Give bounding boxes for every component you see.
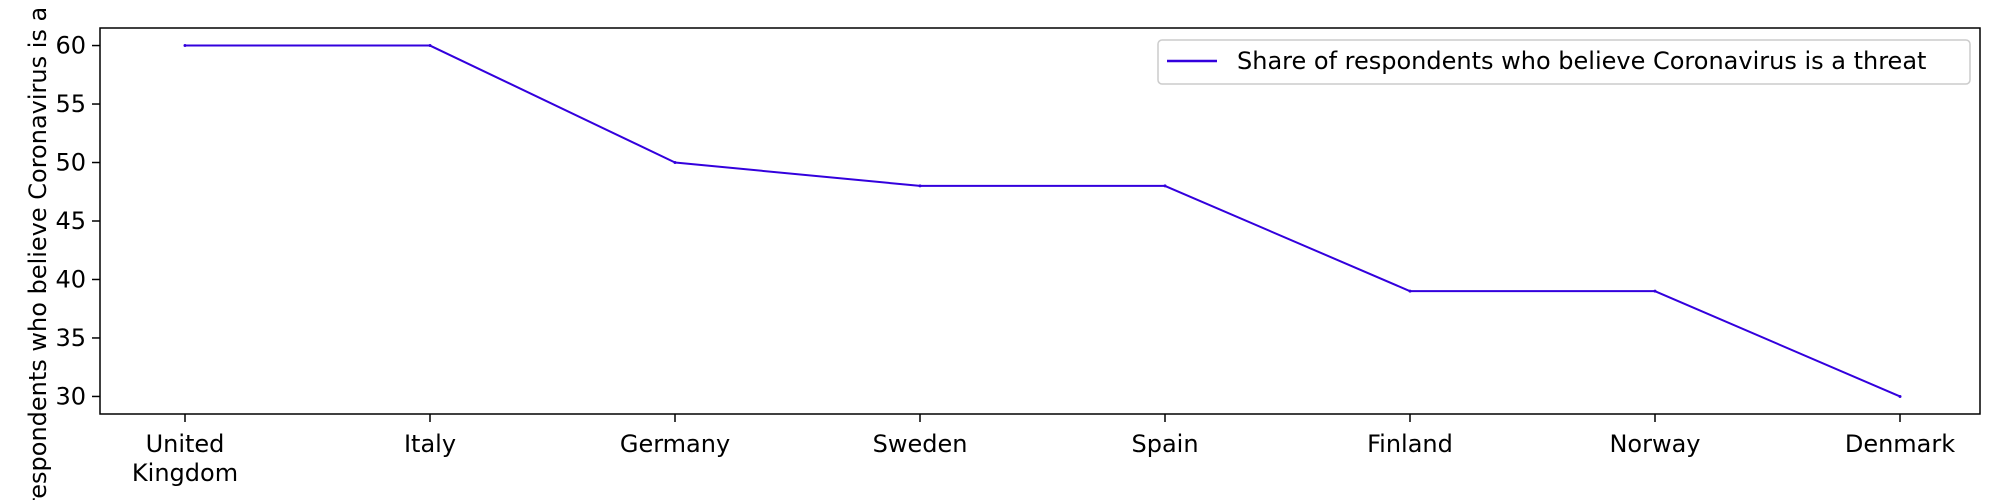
data-point [1163, 184, 1167, 188]
y-tick-label: 60 [55, 32, 86, 60]
series-layer [183, 44, 1902, 398]
y-tick-label: 45 [55, 207, 86, 235]
data-point [1898, 394, 1902, 398]
x-axis: United Kingdom Italy Germany Sweden Spain Finl… [132, 414, 1955, 487]
legend: Share of respondents who believe Coronav… [1157, 39, 1971, 85]
legend-label: Share of respondents who believe Coronav… [1237, 47, 1926, 75]
x-tick-label: Denmark [1845, 430, 1955, 458]
y-tick-label: 35 [55, 324, 86, 352]
data-point [1408, 289, 1412, 293]
x-tick-label: Sweden [873, 430, 968, 458]
x-tick-label: Finland [1367, 430, 1453, 458]
data-point [1653, 289, 1657, 293]
data-point [673, 161, 677, 165]
y-tick-label: 55 [55, 90, 86, 118]
x-tick-label: Norway [1609, 430, 1700, 458]
data-point [428, 44, 432, 48]
x-tick-label: Germany [620, 430, 730, 458]
y-axis: 30 35 40 45 50 55 60 [55, 32, 100, 410]
plot-area-frame [99, 27, 1981, 415]
y-tick-label: 50 [55, 149, 86, 177]
x-tick-label: Spain [1131, 430, 1198, 458]
x-tick-label: United Kingdom [132, 430, 238, 487]
y-tick-label: 40 [55, 265, 86, 293]
data-point [183, 44, 187, 48]
legend-box [1157, 39, 1971, 85]
y-axis-label: Share of respondents who believe Coronav… [24, 0, 52, 500]
data-point [918, 184, 922, 188]
y-tick-label: 30 [55, 382, 86, 410]
series-line [185, 44, 1901, 398]
x-tick-label: Italy [404, 430, 456, 458]
